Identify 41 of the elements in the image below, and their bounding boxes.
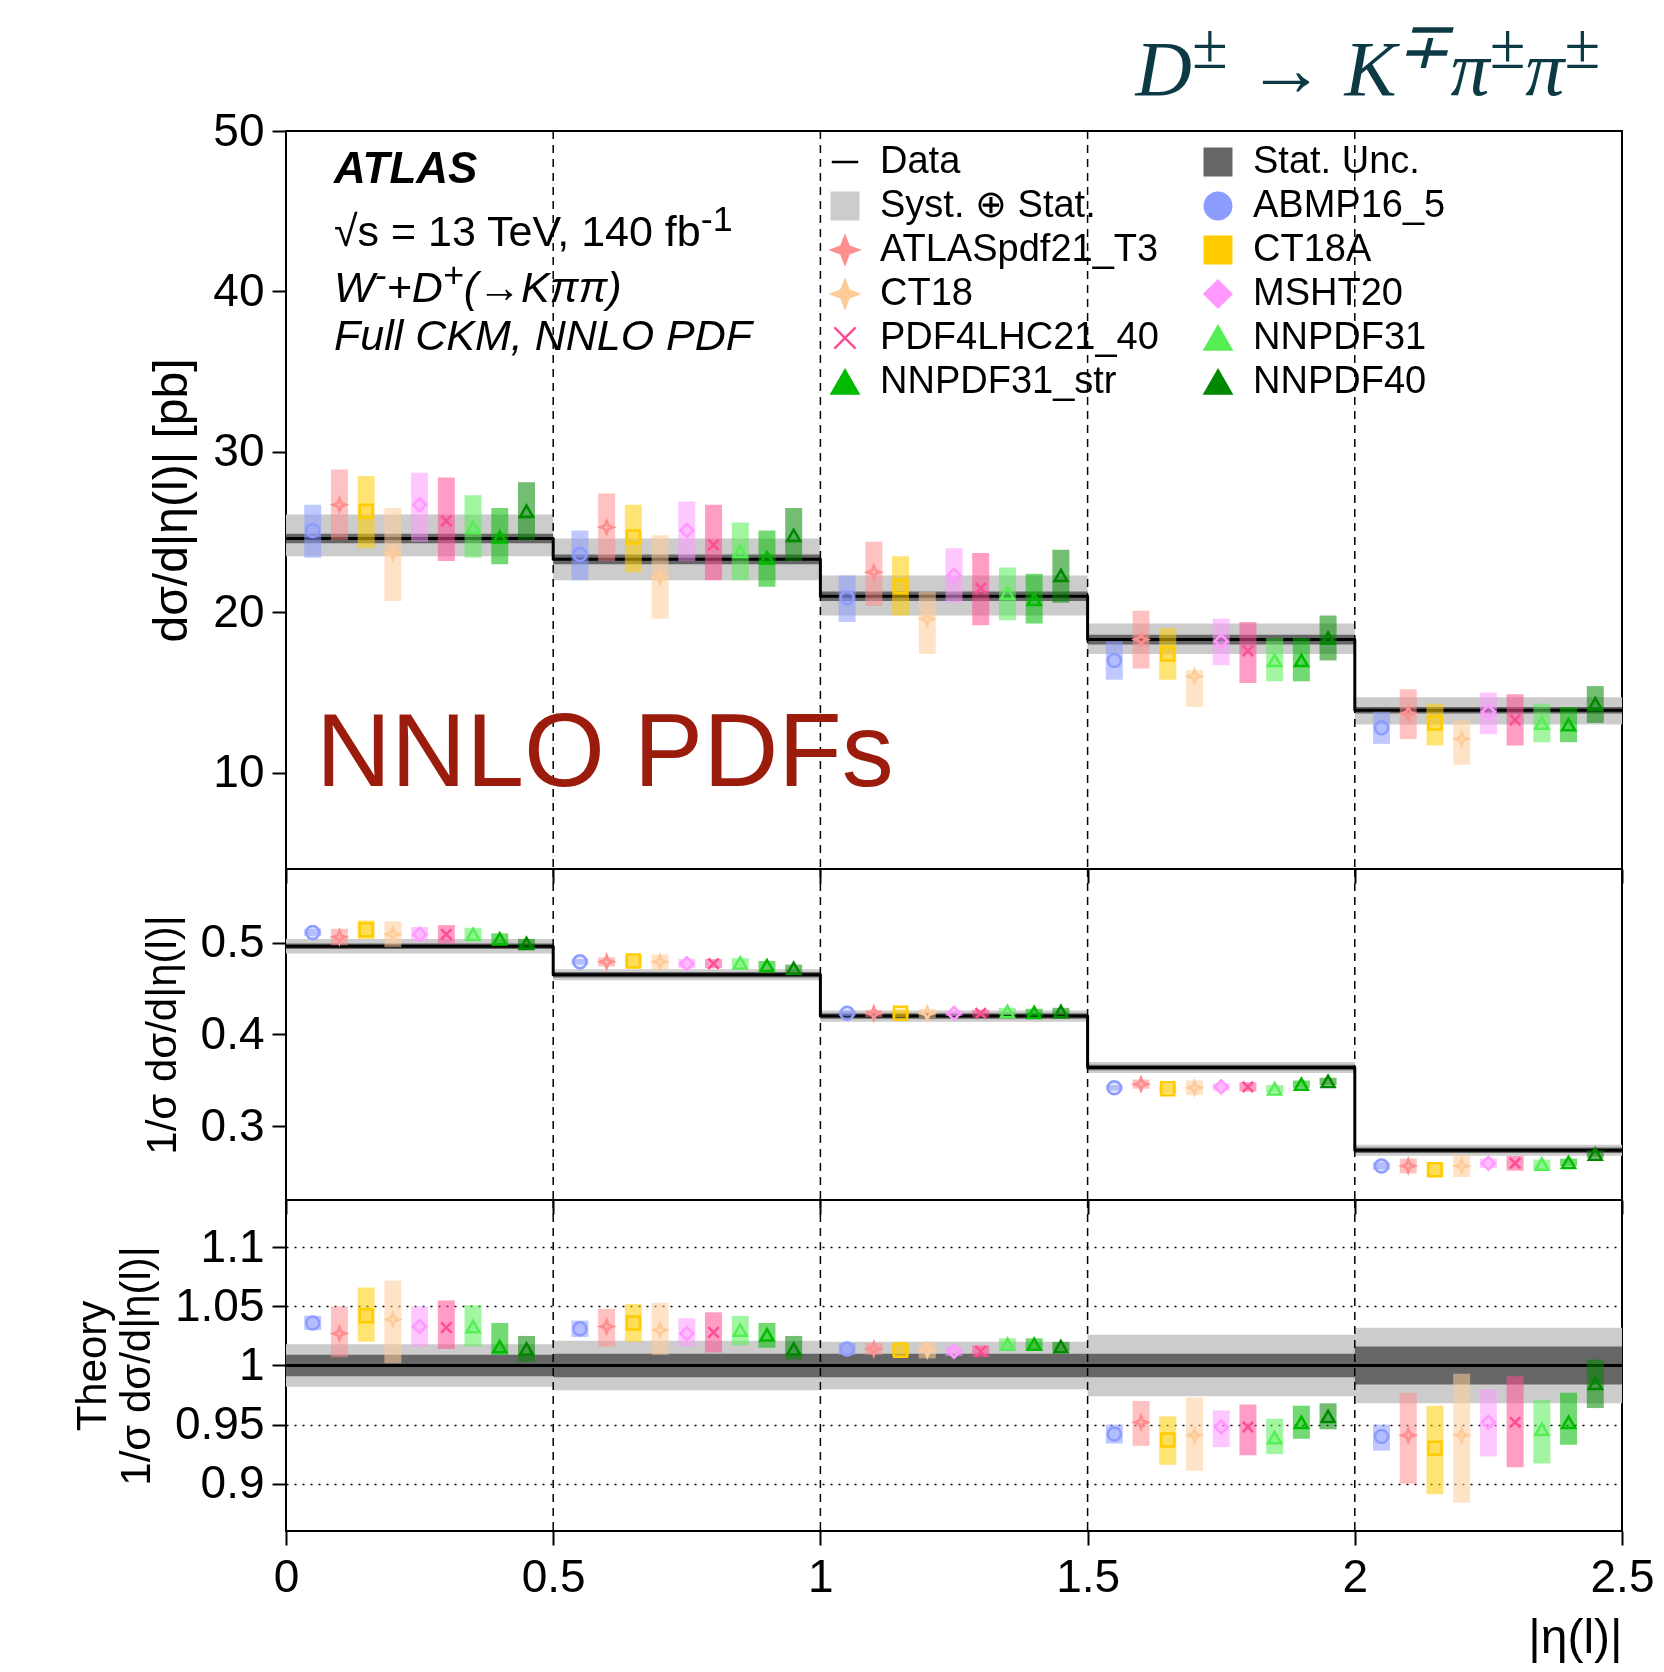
annotation: NNLO PDFs (316, 691, 894, 810)
legend-label: CT18A (1253, 227, 1372, 269)
legend-label: NNPDF31_str (880, 359, 1117, 401)
y-axis-title: 1/σ dσ/d|η(l)| (137, 915, 185, 1155)
y-tick-label: 0.9 (200, 1456, 265, 1509)
annotation: √s = 13 TeV, 140 fb$^{-1}$ (334, 199, 733, 257)
y-tick-label: 0.95 (174, 1397, 265, 1450)
y-tick-label: 50 (213, 103, 265, 156)
y-tick-label: 40 (213, 263, 265, 316)
y-tick-label: 0.5 (200, 915, 265, 968)
x-tick-label: 0 (273, 1549, 300, 1602)
legend-label: Data (880, 139, 962, 181)
legend-label: ABMP16_5 (1253, 183, 1446, 225)
y-axis-title: Theory 1/σ dσ/d|η(l)| (67, 1246, 159, 1486)
legend-label: MSHT20 (1253, 271, 1403, 313)
y-tick-label: 1.1 (200, 1219, 265, 1272)
y-tick-label: 0.3 (200, 1098, 265, 1151)
annotation: ATLAS (334, 143, 478, 193)
x-tick-label: 2 (1342, 1549, 1369, 1602)
x-tick-label: 0.5 (521, 1549, 586, 1602)
y-tick-label: 20 (213, 584, 265, 637)
y-tick-label: 1 (238, 1338, 265, 1390)
legend-label: PDF4LHC21_40 (880, 315, 1159, 357)
y-tick-label: 1.05 (174, 1278, 265, 1331)
y-tick-label: 0.4 (200, 1007, 265, 1059)
legend-label: Stat. Unc. (1253, 139, 1420, 181)
y-tick-label: 10 (213, 745, 265, 798)
legend-label: CT18 (880, 271, 973, 313)
x-tick-label: 1 (808, 1549, 834, 1602)
x-tick-label: 1.5 (1056, 1549, 1121, 1602)
y-axis-title: dσ/d|η(l)| [pb] (144, 358, 198, 643)
y-tick-label: 30 (213, 424, 265, 477)
legend-label: NNPDF40 (1253, 359, 1427, 401)
x-tick-label: 2.5 (1590, 1549, 1655, 1602)
x-axis-title: |η(l)| (1528, 1609, 1623, 1663)
legend-label: ATLASpdf21_T3 (880, 227, 1159, 269)
chart-title: D$^{±}$ → K$^{∓}$π$^{±}$π$^{±}$ (1135, 9, 1600, 114)
annotation: Full CKM, NNLO PDF (334, 311, 753, 360)
annotation: W$^{-}$+D$^{+}$(→Kππ) (334, 255, 622, 313)
legend-label: NNPDF31 (1253, 315, 1427, 357)
legend-label: Syst. ⊕ Stat. (880, 183, 1096, 225)
